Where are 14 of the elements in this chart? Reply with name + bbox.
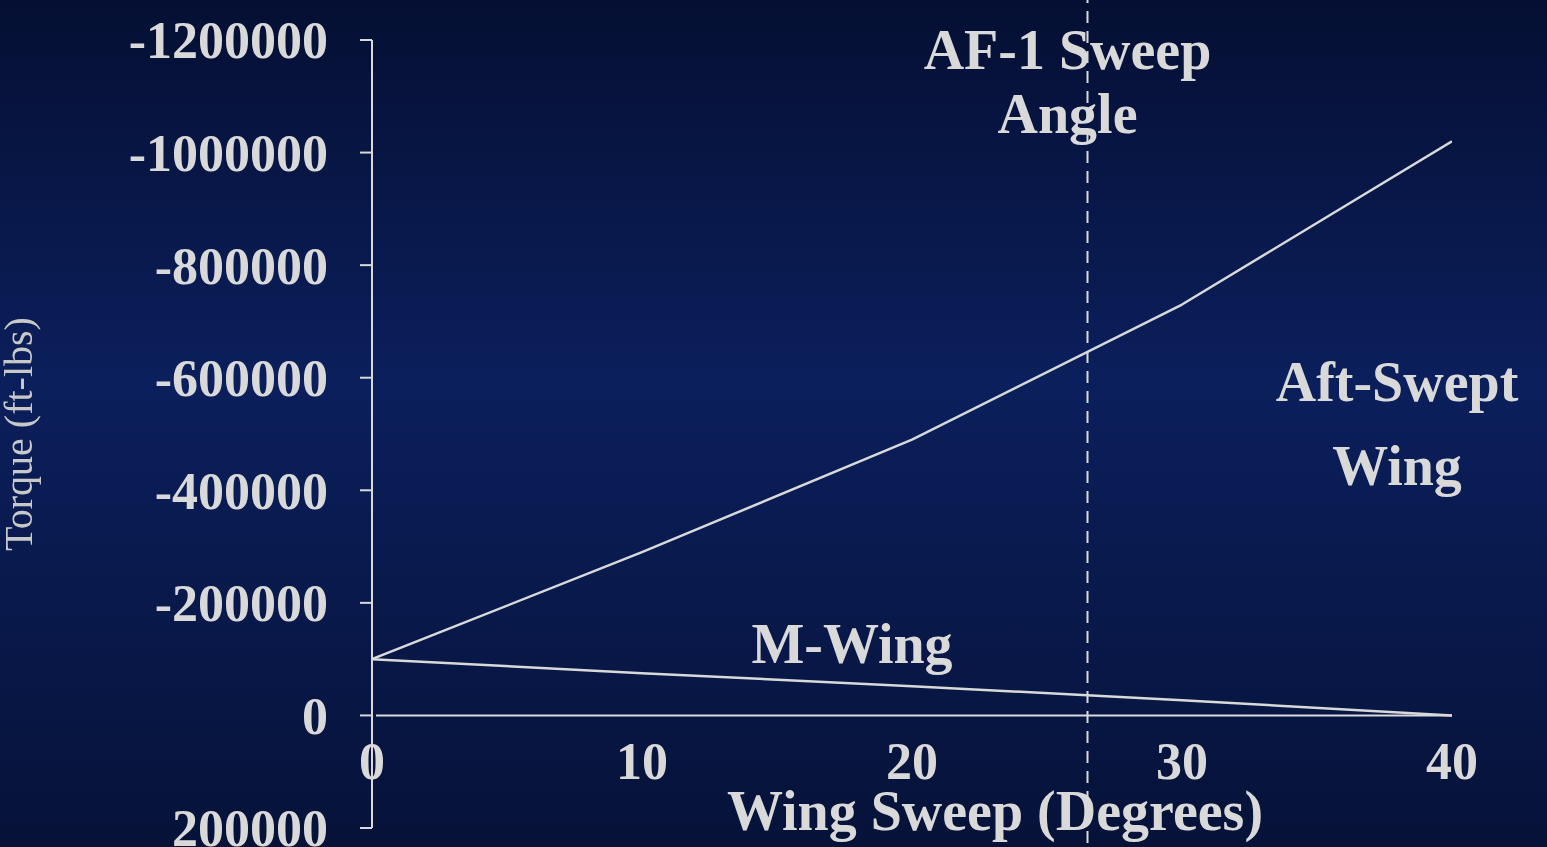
y-tick-label: -600000: [154, 350, 328, 408]
y-tick-label: -200000: [154, 575, 328, 633]
y-tick-label: -1000000: [128, 125, 328, 183]
series-label: Aft-Swept Wing: [1274, 350, 1520, 499]
ref-line-label: AF-1 Sweep Angle: [922, 18, 1213, 146]
y-axis-title: Torque (ft-lbs): [0, 317, 42, 551]
y-tick-label: -400000: [154, 462, 328, 520]
y-tick-label: 200000: [172, 800, 328, 847]
x-tick-label: 10: [616, 733, 668, 791]
y-tick-label: -800000: [154, 237, 328, 295]
y-tick-label: -1200000: [128, 12, 328, 70]
x-tick-label: 40: [1426, 733, 1478, 791]
y-tick-label: 0: [302, 687, 328, 745]
series-label: M-Wing: [750, 612, 954, 677]
